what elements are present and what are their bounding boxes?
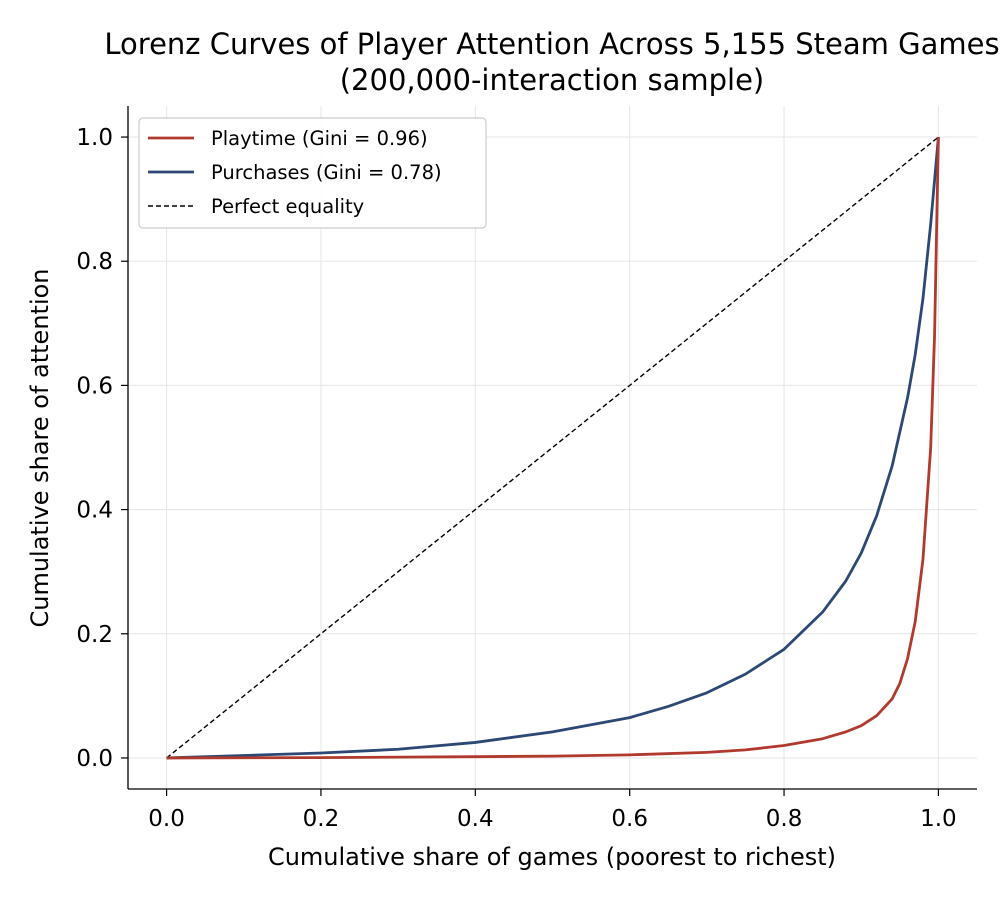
axis-ticks: 0.0 0.2 0.4 0.6 0.8 1.0 0.0 0.2 0.4 0.6 0.8 1.0: [76, 125, 956, 832]
y-tick-label: 0.0: [76, 746, 113, 772]
x-axis-label: Cumulative share of games (poorest to ri…: [268, 843, 836, 871]
playtime-curve: [166, 137, 940, 760]
y-tick-label: 0.8: [76, 249, 113, 275]
x-tick-label: 0.8: [766, 806, 803, 832]
chart-subtitle: (200,000-interaction sample): [340, 63, 765, 97]
legend-box: [138, 117, 487, 229]
purchases-curve: [166, 136, 940, 760]
x-tick-label: 0.2: [303, 806, 340, 832]
x-tick-label: 1.0: [920, 806, 957, 832]
chart-title: Lorenz Curves of Player Attention Across…: [104, 27, 999, 61]
legend-label-equality: Perfect equality: [211, 195, 364, 218]
y-tick-label: 0.6: [76, 373, 113, 399]
y-tick-label: 0.2: [76, 622, 113, 648]
x-tick-label: 0.0: [148, 806, 185, 832]
x-tick-label: 0.4: [457, 806, 494, 832]
legend-label-playtime: Playtime (Gini = 0.96): [211, 127, 428, 150]
legend: Playtime (Gini = 0.96) Purchases (Gini =…: [138, 117, 487, 229]
y-tick-label: 0.4: [76, 498, 113, 524]
legend-label-purchases: Purchases (Gini = 0.78): [211, 161, 442, 184]
y-axis-label: Cumulative share of attention: [26, 268, 54, 627]
series-layer: [166, 136, 940, 760]
x-tick-label: 0.6: [611, 806, 648, 832]
y-tick-label: 1.0: [76, 125, 113, 151]
perfect-equality-line: [166, 136, 939, 759]
